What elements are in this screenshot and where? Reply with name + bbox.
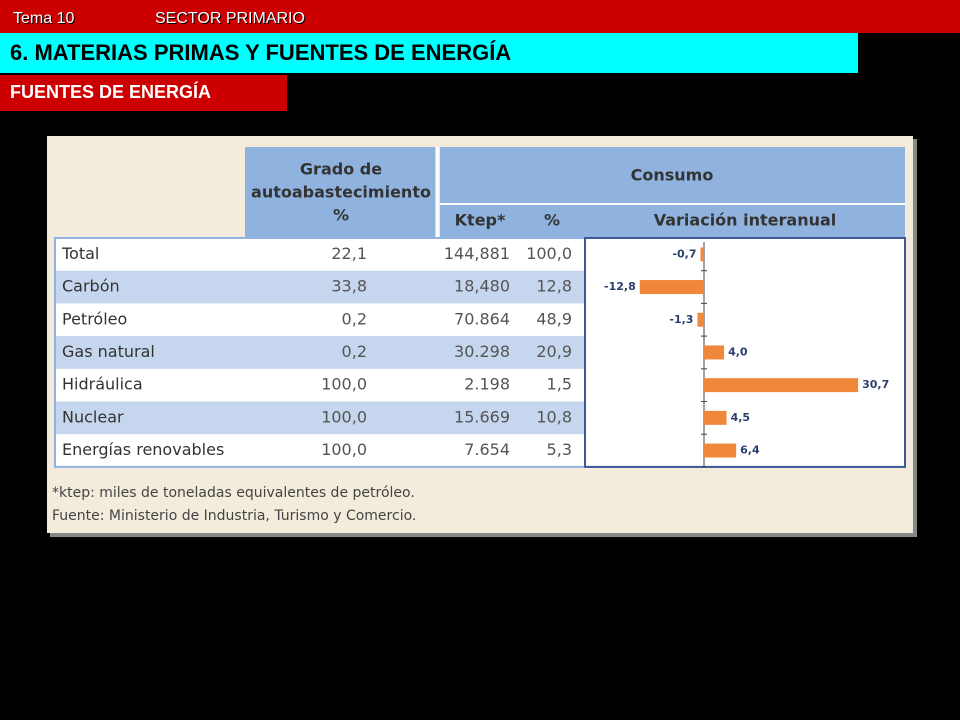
row-label: Petróleo [62,309,127,328]
cell: 100,0 [321,440,367,459]
bar [697,312,704,327]
header-cell [440,205,905,237]
chart-cell [584,237,906,468]
bar-label: -12,8 [604,280,636,293]
header-cell [245,147,437,237]
column-header: Ktep* [455,211,506,230]
bar [704,410,727,425]
cell: 100,0 [526,244,572,263]
footnote: *ktep: miles de toneladas equivalentes d… [52,485,415,501]
bar-label: 30,7 [862,378,889,391]
cell: 100,0 [321,407,367,426]
cell: 1,5 [547,375,572,394]
cell: 10,8 [536,407,572,426]
row-label: Gas natural [62,342,155,361]
bar-label: -1,3 [669,313,693,326]
bar-label: -0,7 [672,247,696,260]
cell: 22,1 [331,244,367,263]
cell: 15.669 [454,407,510,426]
cell: 144,881 [444,244,510,263]
table: Grado de autoabastecimiento% Consumo Ktep*%… [54,160,906,468]
cell: 20,9 [536,342,572,361]
row-band [56,401,585,435]
cell: 48,9 [536,309,572,328]
bar-label: 4,0 [728,345,748,358]
title: 6. MATERIAS PRIMAS Y FUENTES DE ENERGÍA [10,40,511,65]
subtitle-box [0,75,287,111]
column-header: Grado de [300,160,382,179]
footnote: Fuente: Ministerio de Industria, Turismo… [52,508,416,524]
cell: 0,2 [342,342,367,361]
cell: 18,480 [454,277,510,296]
header-cell [440,147,905,203]
bar [639,280,704,295]
sector: SECTOR PRIMARIO [155,10,305,27]
cell: 7.654 [464,440,510,459]
subtitle: FUENTES DE ENERGÍA [10,81,211,102]
bar-label: 4,5 [731,411,751,424]
topic-shadow: Tema 10 [14,11,75,28]
cell: 100,0 [321,375,367,394]
row-label: Nuclear [62,407,124,426]
bar [704,378,859,393]
row-label: Carbón [62,277,120,296]
column-header: Consumo [631,166,714,185]
cell: 70.864 [454,309,510,328]
bar [704,443,737,458]
cell: 33,8 [331,277,367,296]
row-label: Hidráulica [62,375,143,394]
cell: 5,3 [547,440,572,459]
column-header: % [333,206,349,225]
cell: 0,2 [342,309,367,328]
cell: 12,8 [536,277,572,296]
cell: 2.198 [464,375,510,394]
topic: Tema 10 [13,10,74,27]
cell: 30.298 [454,342,510,361]
bar-label: 6,4 [740,444,760,457]
row-label: Total [61,244,99,263]
title-bar [0,33,858,73]
row-band [56,270,585,304]
row-band [56,336,585,369]
column-header: autoabastecimiento [251,183,431,202]
top-bar [0,0,960,33]
column-header: % [544,211,560,230]
row-label: Energías renovables [62,440,224,459]
bar [700,247,704,262]
column-header: Variación interanual [654,211,837,230]
bar [704,345,725,360]
sector-shadow: SECTOR PRIMARIO [156,11,306,28]
